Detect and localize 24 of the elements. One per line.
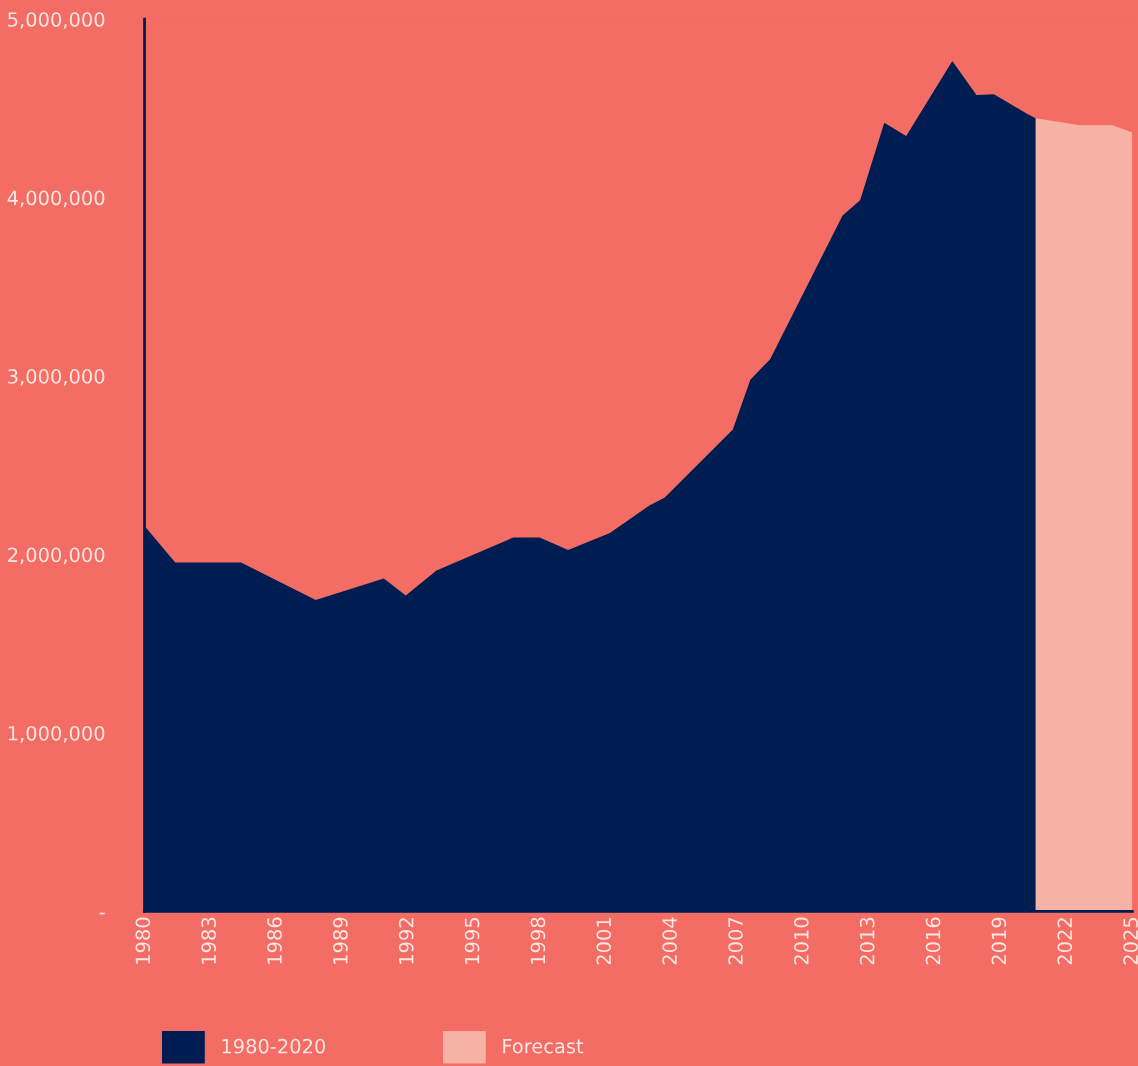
legend-label: 1980-2020 — [222, 1038, 326, 1054]
x-tick-label: 2022 — [1057, 918, 1073, 965]
y-tick-label: 3,000,000 — [8, 369, 105, 386]
y-tick-label: 2,000,000 — [8, 547, 105, 565]
x-tick-label: 2001 — [596, 918, 612, 965]
x-tick-label: 1980 — [135, 917, 151, 964]
x-tick-label: 2025 — [1123, 917, 1138, 965]
x-tick-label: 2010 — [793, 917, 809, 965]
y-tick-label: 1,000,000 — [8, 725, 105, 743]
x-tick-label: 1983 — [201, 917, 217, 964]
x-tick-label: 1998 — [530, 917, 546, 964]
x-tick-label: 1986 — [267, 917, 282, 964]
x-tick-label: 1989 — [333, 917, 348, 964]
x-tick-label: 2016 — [925, 917, 941, 965]
y-tick-label: 5,000,000 — [8, 12, 105, 29]
x-tick-label: 2007 — [728, 917, 743, 965]
legend-label: Forecast — [503, 1039, 584, 1054]
x-tick-label: 2019 — [991, 917, 1007, 965]
x-tick-label: 1992 — [398, 918, 414, 964]
x-tick-label: 2004 — [662, 917, 677, 965]
x-tick-label: 1995 — [464, 917, 480, 964]
y-tick-label: 4,000,000 — [7, 190, 105, 208]
x-tick-label: 2013 — [859, 917, 875, 965]
y-tick-label: - — [99, 912, 105, 915]
